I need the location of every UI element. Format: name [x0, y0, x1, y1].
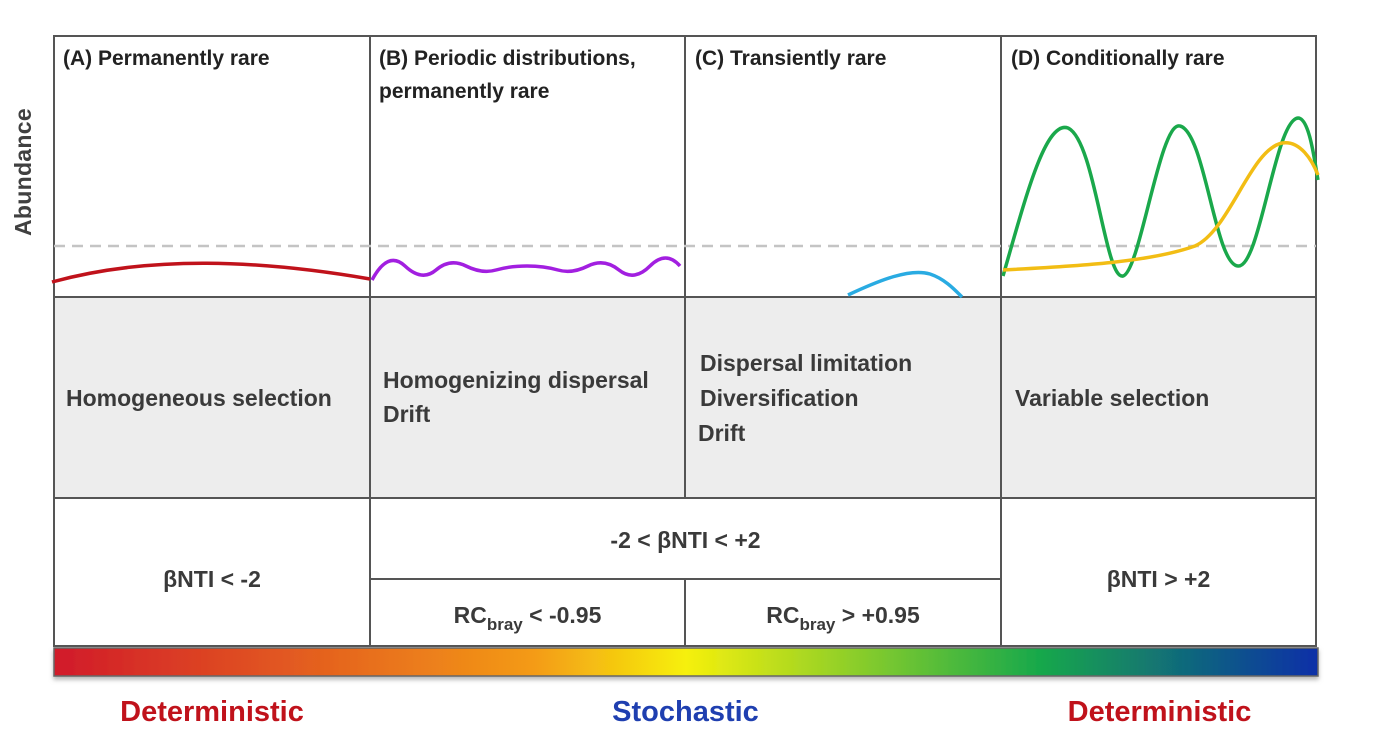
curve-c — [847, 270, 964, 299]
condition-a: βNTI < -2 — [163, 566, 261, 592]
deterministic-stochastic-gradient-bar — [53, 647, 1319, 677]
condition-b-sub: bray — [486, 615, 523, 634]
condition-c-rest: > +0.95 — [835, 602, 920, 628]
process-c-3: Drift — [698, 420, 746, 446]
condition-c: RCbray > +0.95 — [685, 600, 1001, 640]
process-b-2: Drift — [383, 401, 431, 427]
process-c-2: Diversification — [700, 385, 859, 411]
process-c-1: Dispersal limitation — [700, 350, 913, 376]
panel-a-title: (A) Permanently rare — [63, 47, 270, 70]
panel-b-title-line2: permanently rare — [379, 80, 550, 103]
process-d: Variable selection — [1015, 385, 1210, 411]
condition-d: βNTI > +2 — [1106, 566, 1211, 592]
panel-c-title: (C) Transiently rare — [695, 47, 887, 70]
condition-b-rest: < -0.95 — [522, 602, 602, 628]
label-deterministic-left: Deterministic — [120, 696, 304, 728]
curve-a — [51, 261, 371, 284]
panel-d-title: (D) Conditionally rare — [1011, 47, 1225, 70]
condition-b-main: RC — [453, 602, 487, 628]
curve-d-green — [1001, 116, 1320, 278]
label-stochastic: Stochastic — [612, 696, 759, 728]
panel-b-title-line1: (B) Periodic distributions, — [379, 47, 636, 70]
condition-c-sub: bray — [799, 615, 836, 634]
process-b-1: Homogenizing dispersal — [383, 367, 649, 393]
curve-d-yellow — [1002, 141, 1320, 272]
condition-c-main: RC — [766, 602, 800, 628]
label-deterministic-right: Deterministic — [1067, 696, 1252, 728]
process-a: Homogeneous selection — [66, 385, 332, 411]
curve-b — [370, 256, 682, 281]
condition-bc: -2 < βNTI < +2 — [610, 527, 761, 553]
condition-b: RCbray < -0.95 — [370, 600, 685, 640]
